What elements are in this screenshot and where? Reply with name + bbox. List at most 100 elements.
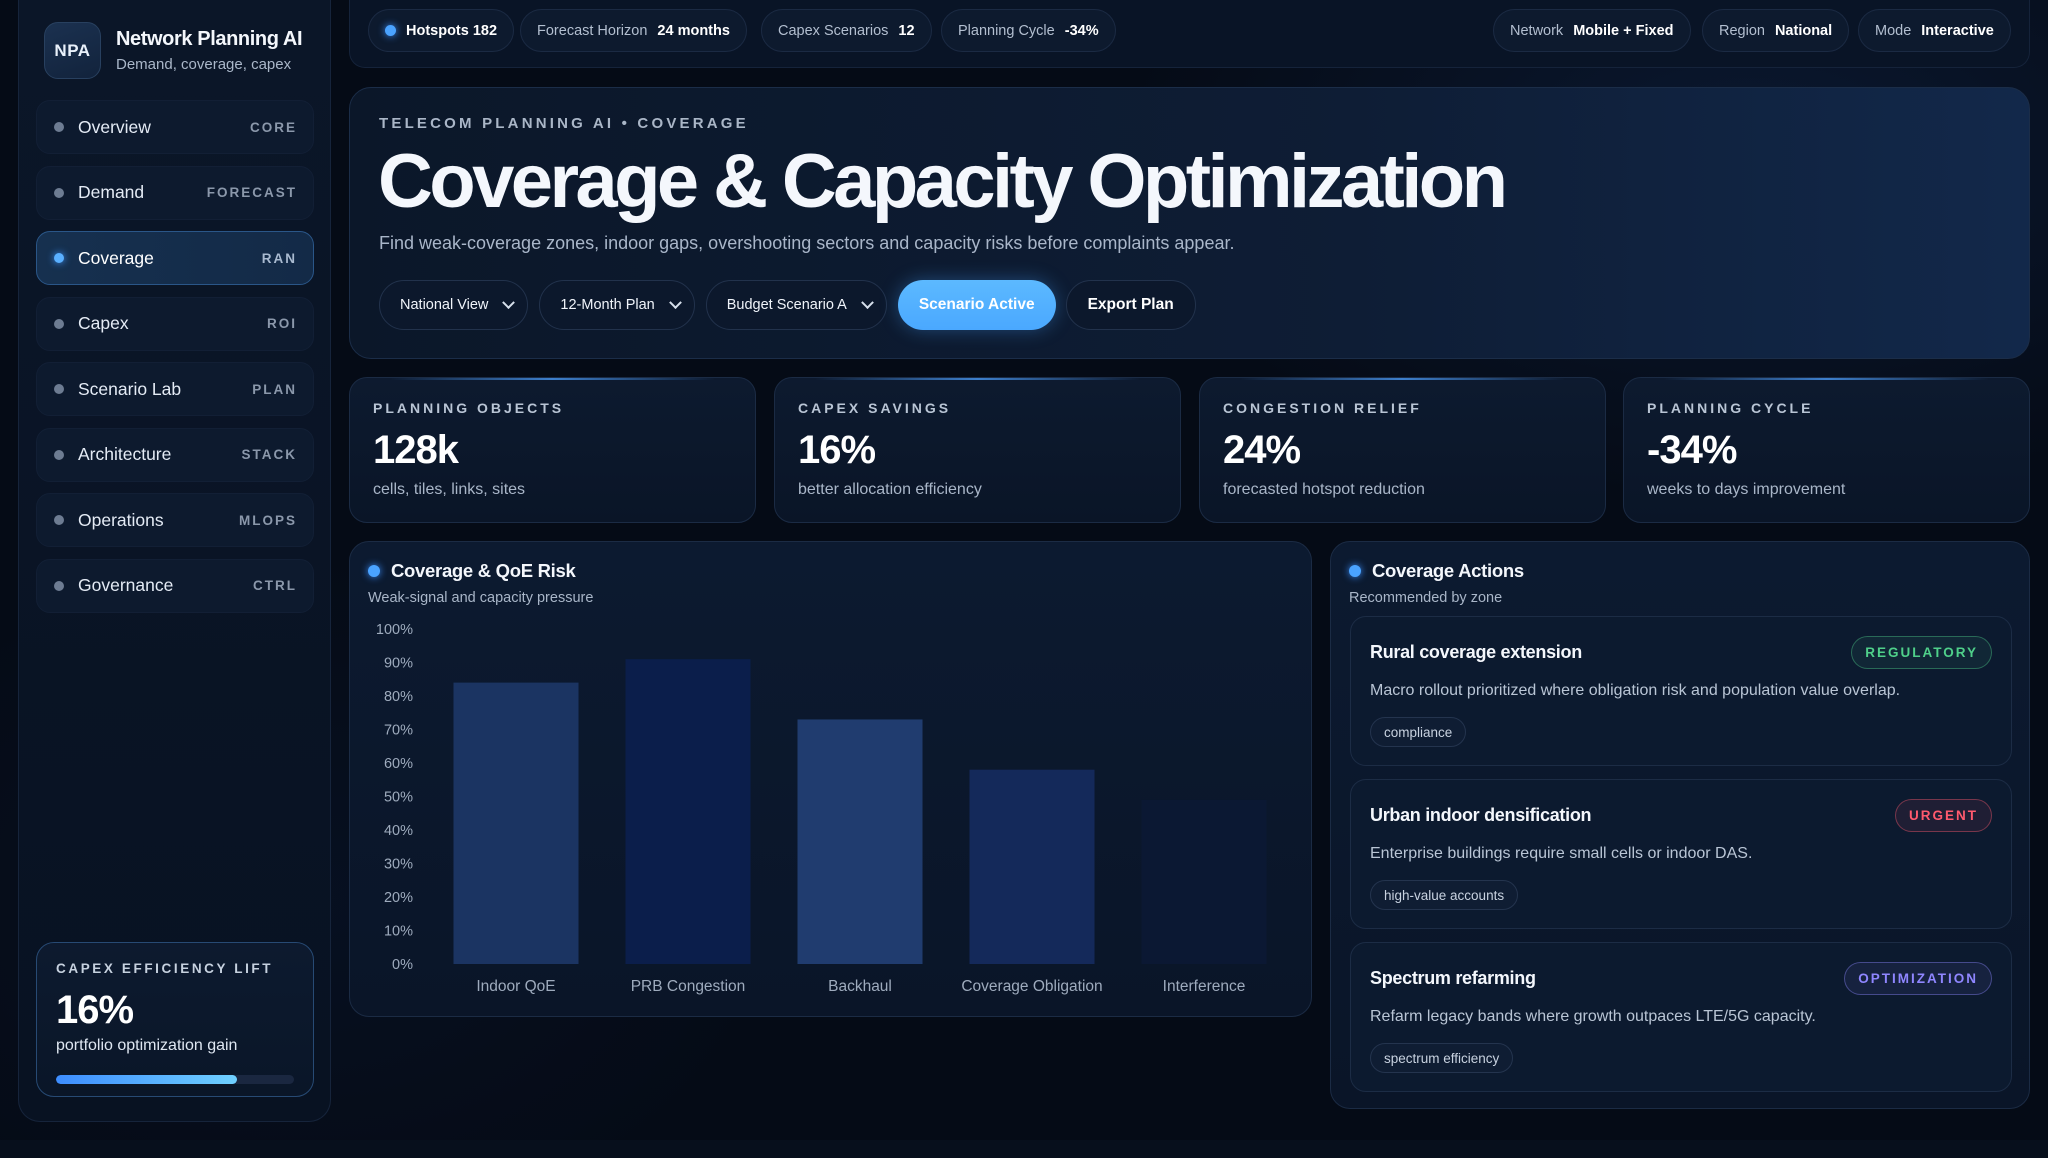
bar-prb-congestion[interactable] — [625, 659, 751, 964]
sidebar-item-governance[interactable]: Governance CTRL — [36, 558, 314, 613]
hero-eyebrow: TELECOM PLANNING AI • COVERAGE — [379, 115, 749, 132]
scenario-active-button[interactable]: Scenario Active — [897, 280, 1056, 330]
action-tag-chip[interactable]: high-value accounts — [1370, 880, 1519, 910]
action-description: Macro rollout prioritized where obligati… — [1370, 682, 1901, 699]
region-chip[interactable]: Region National — [1702, 9, 1850, 52]
x-tick-label: Coverage Obligation — [961, 978, 1102, 995]
kpi-value: 128k — [373, 428, 459, 472]
sidebar-item-coverage[interactable]: Coverage RAN — [36, 231, 314, 285]
sidebar-item-label: Capex — [78, 313, 129, 333]
sidebar-item-tag: CTRL — [253, 578, 297, 593]
dot-icon — [54, 580, 64, 591]
sidebar-item-label: Demand — [78, 182, 145, 202]
bar-coverage-obligation[interactable] — [969, 769, 1095, 964]
bar-chart: 0% 10% 20% 30% 40% 50% 60% 70% 80% 90% 100% Indoor … — [376, 622, 1267, 995]
action-tag-chip[interactable]: spectrum efficiency — [1370, 1043, 1514, 1073]
kpi-card-capex-savings: CAPEX SAVINGS 16% better allocation effi… — [774, 377, 1181, 523]
y-tick-label: 90% — [384, 656, 413, 672]
action-card-rural-coverage[interactable]: Rural coverage extension REGULATORY Macr… — [1350, 616, 2012, 766]
planning-cycle-chip[interactable]: Planning Cycle -34% — [941, 9, 1116, 52]
kpi-subtitle: weeks to days improvement — [1647, 481, 1846, 498]
sidebar-item-tag: ROI — [266, 316, 297, 331]
kpi-label: PLANNING OBJECTS — [373, 400, 565, 416]
dot-icon — [54, 122, 64, 132]
chip-value: National — [1774, 22, 1833, 39]
sidebar-item-demand[interactable]: Demand FORECAST — [36, 165, 314, 220]
budget-scenario-select[interactable]: Budget Scenario A — [705, 280, 887, 330]
chevron-down-icon — [860, 295, 874, 309]
export-plan-button[interactable]: Export Plan — [1065, 280, 1196, 330]
dot-icon — [54, 187, 64, 198]
action-description: Refarm legacy bands where growth outpace… — [1370, 1008, 1816, 1025]
sidebar-item-tag: PLAN — [252, 381, 297, 397]
x-tick-label: Backhaul — [828, 978, 892, 995]
sidebar-item-tag: MLOPS — [238, 512, 297, 528]
y-tick-label: 70% — [384, 723, 413, 739]
chevron-down-icon — [502, 295, 516, 309]
sidebar-item-overview[interactable]: Overview CORE — [36, 100, 314, 154]
y-tick-label: 20% — [384, 890, 413, 906]
hero-actions: National View 12-Month Plan Budget Scena… — [379, 280, 1196, 330]
action-title: Spectrum refarming — [1370, 968, 1536, 988]
dot-icon — [54, 318, 64, 329]
action-card-spectrum-refarming[interactable]: Spectrum refarming OPTIMIZATION Refarm l… — [1350, 942, 2012, 1092]
capex-card-value: 16% — [56, 988, 134, 1032]
select-value: 12-Month Plan — [560, 297, 655, 313]
optimization-badge: OPTIMIZATION — [1844, 962, 1992, 995]
mode-chip[interactable]: Mode Interactive — [1858, 9, 2011, 52]
chip-key: Capex Scenarios — [778, 22, 889, 39]
kpi-value: -34% — [1647, 428, 1737, 472]
status-dot-icon — [368, 565, 380, 577]
dot-icon — [54, 253, 64, 263]
kpi-subtitle: better allocation efficiency — [798, 481, 982, 498]
chevron-down-icon — [668, 295, 682, 309]
bar-interference[interactable] — [1141, 799, 1267, 964]
y-tick-label: 0% — [392, 957, 413, 973]
sidebar-item-capex[interactable]: Capex ROI — [36, 296, 314, 351]
dot-icon — [54, 515, 64, 525]
dot-icon — [54, 449, 64, 460]
kpi-subtitle: cells, tiles, links, sites — [373, 481, 526, 498]
capex-progress-bar — [56, 1075, 294, 1084]
y-tick-label: 80% — [384, 689, 413, 705]
sidebar-item-architecture[interactable]: Architecture STACK — [36, 427, 314, 482]
bar-backhaul[interactable] — [797, 719, 923, 964]
action-card-urban-indoor[interactable]: Urban indoor densification URGENT Enterp… — [1350, 779, 2012, 929]
bottom-strip — [0, 1140, 2048, 1158]
chart-title-text: Coverage & QoE Risk — [391, 560, 576, 581]
x-tick-label: PRB Congestion — [631, 978, 746, 995]
hotspots-value: Hotspots 182 — [406, 22, 498, 39]
sidebar-item-label: Overview — [78, 116, 151, 137]
capex-card-label: CAPEX EFFICIENCY LIFT — [56, 961, 274, 976]
network-chip[interactable]: Network Mobile + Fixed — [1493, 9, 1691, 52]
view-select[interactable]: National View — [379, 280, 529, 330]
chip-key: Planning Cycle — [958, 22, 1055, 39]
action-tag-chip[interactable]: compliance — [1370, 717, 1467, 747]
sidebar-item-operations[interactable]: Operations MLOPS — [36, 493, 314, 547]
hero-panel: TELECOM PLANNING AI • COVERAGE Coverage … — [349, 87, 2030, 359]
sidebar-item-label: Scenario Lab — [78, 378, 182, 399]
page-title: Coverage & Capacity Optimization — [378, 139, 1508, 224]
brand-subtitle: Demand, coverage, capex — [116, 56, 292, 73]
sidebar-item-label: Governance — [78, 575, 174, 595]
kpi-value: 24% — [1223, 428, 1301, 472]
y-tick-label: 50% — [384, 790, 413, 806]
coverage-risk-chart-panel: 0% 10% 20% 30% 40% 50% 60% 70% 80% 90% 100% Indoor … — [349, 541, 1312, 1017]
plan-horizon-select[interactable]: 12-Month Plan — [539, 280, 695, 330]
sidebar-nav: Overview CORE Demand FORECAST Coverage R… — [36, 100, 314, 624]
capex-scenarios-chip[interactable]: Capex Scenarios 12 — [761, 9, 932, 52]
brand[interactable]: NPA Network Planning AI Demand, coverage… — [44, 22, 303, 79]
urgent-badge: URGENT — [1895, 799, 1992, 832]
select-value: National View — [400, 297, 489, 313]
bar-indoor-qoe[interactable] — [453, 682, 579, 964]
hotspots-chip[interactable]: Hotspots 182 — [368, 9, 515, 52]
kpi-label: PLANNING CYCLE — [1647, 400, 1814, 416]
actions-subtitle: Recommended by zone — [1349, 590, 1503, 606]
y-tick-label: 10% — [384, 924, 413, 940]
sidebar-item-label: Coverage — [78, 247, 154, 268]
chip-key: Mode — [1875, 22, 1912, 39]
action-description: Enterprise buildings require small cells… — [1370, 845, 1753, 862]
chip-value: 24 months — [657, 22, 730, 39]
sidebar-item-scenario-lab[interactable]: Scenario Lab PLAN — [36, 362, 314, 416]
forecast-horizon-chip[interactable]: Forecast Horizon 24 months — [520, 9, 747, 52]
